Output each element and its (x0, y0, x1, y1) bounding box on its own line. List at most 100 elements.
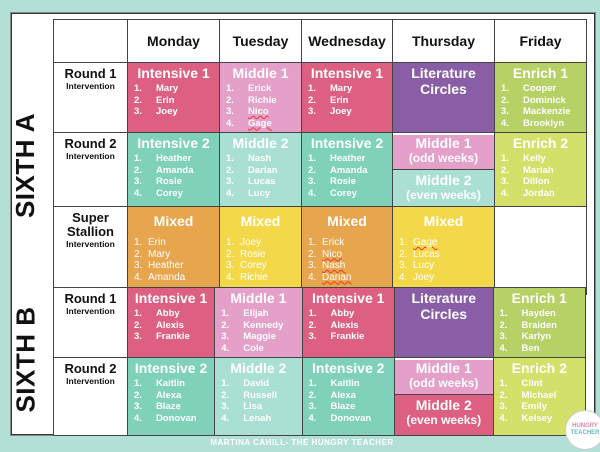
student-name: Jordan (523, 187, 555, 199)
student-item: 3. Rosie (134, 176, 219, 188)
student-name: Michael (521, 389, 557, 401)
student-item: 3. Lucas (226, 176, 301, 188)
student-number: 2. (221, 319, 230, 331)
student-name: Richie (248, 94, 277, 106)
row-label: Round 2 Intervention (53, 132, 128, 207)
student-number: 3. (134, 106, 142, 117)
group-cell: Middle 1 1. Erick 2. Richie 3. Nico 4. Gage (219, 62, 302, 133)
student-item: 1. Mary (134, 83, 219, 95)
student-item: 1. Erin (134, 237, 219, 249)
section-title: SIXTH A (10, 112, 41, 218)
student-list: 1. Hayden 2. Braiden 3. Karlyn 4. Ben (494, 308, 584, 354)
student-item: 1. Nash (226, 153, 301, 165)
student-number: 3. (499, 401, 508, 412)
group-subtitle: (even weeks) (406, 413, 482, 427)
student-item: 2. Erin (308, 95, 392, 107)
student-list: 1. Joey 2. Rosie 3. Corey 4. Richie (221, 237, 301, 284)
student-number: 4. (226, 117, 234, 129)
student-list: 1. Abby 2. Alexis 3. Frankie (128, 308, 213, 343)
student-number: 2. (499, 319, 508, 331)
student-number: 4. (226, 271, 235, 283)
student-number: 3. (501, 106, 509, 117)
student-name: Erin (156, 94, 175, 106)
group-cell: Intensive 2 1. Heather 2. Amanda 3. Rosie 4. Cor… (127, 132, 220, 207)
student-name: Erick (248, 83, 272, 94)
group-cell: Enrich 1 1. Cooper 2. Dominick 3. Mackenzie 4. B… (494, 62, 587, 133)
student-name: Karlyn (521, 331, 552, 342)
student-list: 1. Gage 2. Lucas 3. Lucy 4. Joey (394, 237, 494, 283)
group-title: Middle 1 (415, 135, 472, 151)
student-number: 1. (221, 308, 230, 319)
group-cell: Intensive 1 1. Abby 2. Alexis 3. Frankie (126, 287, 216, 358)
student-list: 1. Heather 2. Amanda 3. Rosie 4. Corey (129, 153, 219, 199)
group-title: Mixed (153, 213, 194, 229)
student-name: Ben (521, 342, 540, 354)
student-name: Erin (148, 237, 166, 248)
student-name: Mariah (523, 164, 554, 176)
student-item: 4. Jordan (501, 188, 586, 200)
student-number: 2. (134, 94, 142, 106)
group-cell: Mixed 1. Erin 2. Mary 3. Heather 4. Amanda (127, 206, 220, 295)
student-number: 4. (226, 187, 234, 199)
group-cell: Enrich 1 1. Hayden 2. Braiden 3. Karlyn 4. Ben (492, 287, 587, 358)
student-list: 1. Elijah 2. Kennedy 3. Maggie 4. Cole (216, 308, 301, 354)
student-number: 2. (308, 94, 316, 106)
student-number: 1. (308, 308, 317, 319)
student-number: 3. (221, 331, 230, 342)
student-number: 1. (226, 153, 234, 164)
student-item: 4. Kelsey (500, 413, 585, 425)
student-item: 3. Lisa (221, 401, 301, 413)
group-subtitle: (even weeks) (406, 188, 481, 202)
even-weeks-group: Middle 2 (even weeks) (393, 169, 494, 206)
student-item: 1. Erick (308, 237, 392, 249)
student-number: 1. (226, 83, 234, 94)
student-name: Blaze (155, 401, 181, 412)
student-name: Abby (330, 308, 355, 319)
student-name: Rosie (330, 176, 356, 187)
group-title: Enrich 1 (512, 65, 569, 81)
student-number: 2. (133, 319, 142, 331)
day-header-tuesday: Tuesday (219, 19, 302, 63)
student-number: 3. (308, 331, 317, 342)
student-item: 3. Dillon (501, 176, 586, 188)
student-number: 3. (501, 176, 509, 187)
group-cell: Middle 2 1. Nash 2. Darian 3. Lucas 4. Lucy (219, 132, 302, 207)
student-number: 4. (308, 412, 317, 424)
student-item: 2. Mariah (501, 165, 586, 177)
schedule-row: Round 1 Intervention Intensive 1 1. Abby 2. Al… (53, 287, 587, 358)
student-item: 1. Elijah (221, 308, 301, 320)
student-name: Nico (322, 248, 343, 260)
student-name: Heather (148, 260, 184, 271)
student-name: Lucas (248, 176, 276, 187)
student-number: 3. (308, 260, 317, 271)
student-item: 1. Clint (500, 378, 585, 390)
student-item: 4. Richie (226, 272, 301, 284)
group-subtitle: (odd weeks) (408, 151, 479, 165)
student-number: 1. (308, 237, 317, 248)
student-name: Darian (248, 164, 278, 176)
row-label-sub: Intervention (66, 306, 115, 316)
student-name: Donovan (155, 412, 197, 424)
student-list: 1. Mary 2. Erin 3. Joey (303, 83, 392, 118)
student-name: Nash (248, 153, 272, 164)
student-item: 4. Gage (226, 118, 301, 130)
student-number: 1. (221, 378, 230, 389)
student-number: 3. (308, 106, 316, 117)
student-item: 1. Erick (226, 83, 301, 95)
group-title: Enrich 2 (512, 135, 569, 151)
student-item: 2. Dominick (501, 95, 586, 107)
even-weeks-group: Middle 2 (even weeks) (395, 394, 493, 435)
row-label-main: Round 1 (64, 66, 117, 81)
group-title: Intensive 1 (310, 65, 384, 81)
student-item: 1. Cooper (501, 83, 586, 95)
group-title: Literature Circles (411, 290, 477, 322)
student-number: 1. (133, 378, 142, 389)
student-number: 3. (226, 106, 234, 117)
student-name: Hayden (521, 308, 556, 319)
group-cell: Intensive 2 1. Heather 2. Amanda 3. Rosie 4. Cor… (301, 132, 393, 207)
student-number: 2. (134, 248, 143, 260)
group-cell: Mixed 1. Joey 2. Rosie 3. Corey 4. Richie (219, 206, 302, 295)
student-item: 2. Lucas (399, 249, 494, 261)
student-name: Alexa (330, 389, 356, 401)
student-item: 4. Donovan (309, 413, 394, 425)
